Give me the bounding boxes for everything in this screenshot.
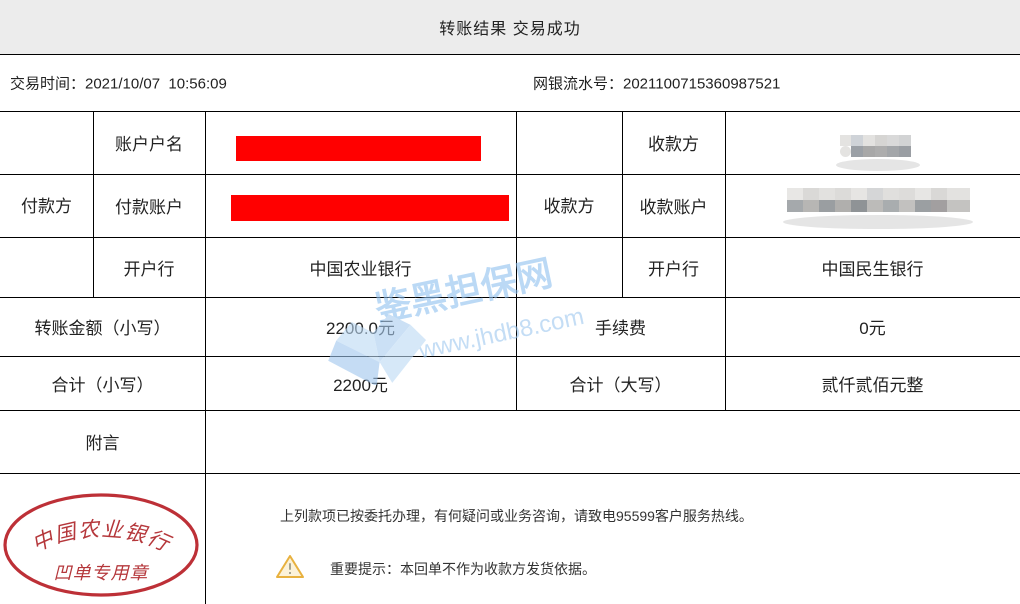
svg-text:中国农业银行: 中国农业银行 — [29, 518, 175, 557]
svg-text:凹单专用章: 凹单专用章 — [54, 563, 150, 583]
